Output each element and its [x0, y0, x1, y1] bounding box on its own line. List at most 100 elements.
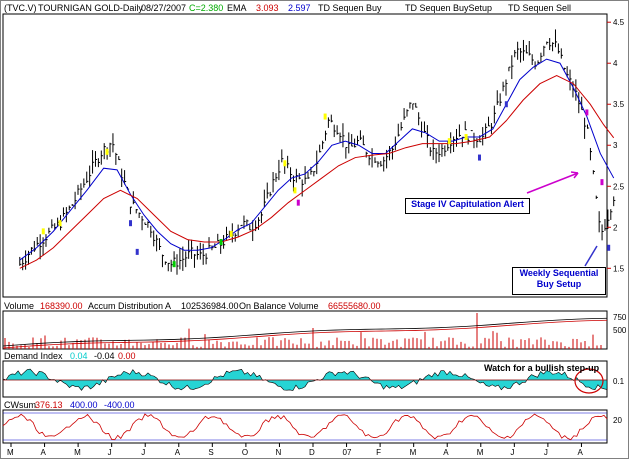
ad-line: [2, 319, 608, 349]
x-tick-label-0: M: [7, 448, 14, 457]
volume-value: 168390.00: [40, 301, 83, 311]
x-tick-label-4: J: [141, 448, 145, 457]
x-tick-label-13: A: [443, 448, 449, 457]
ema_slow-line: [19, 74, 615, 269]
td-marker: [607, 244, 611, 251]
td-marker: [464, 134, 468, 141]
demand-v2: -0.04: [94, 351, 115, 361]
cwsum-tick: 20: [613, 416, 622, 425]
x-tick-label-5: A: [175, 448, 181, 457]
td-marker: [296, 199, 300, 206]
td-marker: [229, 230, 233, 237]
volume-tick-750: 750: [613, 313, 627, 322]
td-marker: [219, 239, 223, 246]
x-tick-label-12: M: [410, 448, 417, 457]
y-tick-label-2: 2.5: [613, 182, 625, 191]
y-tick-label-1: 2: [613, 223, 618, 232]
x-tick-label-1: A: [41, 448, 47, 457]
change-text: C=2.380: [189, 3, 223, 13]
capitulation-arrow: [526, 172, 579, 194]
cwsum-v2: 400.00: [70, 400, 98, 410]
x-tick-label-8: N: [275, 448, 281, 457]
td-marker: [129, 220, 133, 227]
weekly-setup-line1: Weekly Sequential: [519, 268, 599, 278]
symbol-text: (TVC.V): [4, 3, 37, 13]
demand-label: Demand Index: [4, 351, 63, 361]
demand-tick: 0.1: [613, 377, 625, 386]
x-tick-label-15: J: [510, 448, 514, 457]
td-marker: [41, 228, 45, 235]
x-tick-label-3: J: [108, 448, 112, 457]
ad-label: Accum Distribution A: [88, 301, 171, 311]
cwsum-v1: 376.13: [35, 400, 63, 410]
weekly-setup-callout: Weekly Sequential Buy Setup: [512, 267, 606, 295]
price-lines: [19, 58, 615, 269]
td-marker: [105, 148, 109, 155]
obv-value: 66555680.00: [328, 301, 381, 311]
x-tick-label-2: M: [74, 448, 81, 457]
td-marker: [293, 187, 297, 194]
x-tick-label-7: O: [242, 448, 248, 457]
demand-v1: 0.04: [70, 351, 88, 361]
price-y-axis: 1.5 2 2.5 3 3.5 4 4.5: [607, 18, 625, 273]
x-tick-label-11: F: [376, 448, 381, 457]
td-markers: [41, 101, 611, 268]
td-buy-label: TD Sequen Buy: [318, 3, 382, 13]
y-tick-label-6: 4.5: [613, 18, 625, 27]
demand-v3: 0.00: [118, 351, 136, 361]
obv-label: On Balance Volume: [239, 301, 319, 311]
weekly-setup-arrow: [584, 245, 598, 267]
price-panel: [2, 13, 608, 298]
capitulation-arrow-head2: [573, 172, 579, 179]
cwsum-panel: [2, 409, 608, 444]
cwsum-line: [2, 413, 608, 441]
td-marker: [447, 138, 451, 145]
x-tick-label-6: S: [208, 448, 213, 457]
price-header: (TVC.V) TOURNIGAN GOLD-Daily 08/27/2007 …: [4, 3, 571, 13]
td-marker: [283, 160, 287, 167]
cwsum-polyline: [2, 413, 608, 441]
weekly-setup-line2: Buy Setup: [536, 279, 582, 289]
cwsum-header: CWsum 376.13 400.00 -400.00: [4, 400, 135, 410]
capitulation-text: Stage IV Capitulation Alert: [411, 199, 524, 209]
td-marker: [323, 113, 327, 120]
td-sell-label: TD Sequen Sell: [508, 3, 571, 13]
x-axis: M A M J J A S O N D 07 F M A M J J A: [7, 443, 583, 457]
cwsum-v3: -400.00: [104, 400, 135, 410]
td-marker: [135, 248, 139, 255]
volume-lines: [2, 317, 608, 349]
td-marker: [477, 154, 481, 161]
y-tick-label-5: 4: [613, 59, 618, 68]
td-marker: [600, 179, 604, 186]
date-text: 08/27/2007: [141, 3, 186, 13]
y-tick-label-3: 3: [613, 141, 618, 150]
x-tick-label-10: 07: [343, 448, 352, 457]
capitulation-callout: Stage IV Capitulation Alert: [405, 198, 530, 214]
td-buysetup-label: TD Sequen BuySetup: [405, 3, 492, 13]
step-up-note: Watch for a bullish step-up: [484, 363, 600, 373]
x-tick-label-16: J: [544, 448, 548, 457]
x-tick-label-14: M: [477, 448, 484, 457]
ad-value: 102536984.00: [181, 301, 239, 311]
x-tick-label-17: A: [577, 448, 583, 457]
step-up-circle: [574, 368, 604, 394]
ema2-value: 2.597: [288, 3, 311, 13]
y-tick-label-0: 1.5: [613, 264, 625, 273]
x-tick-label-9: D: [309, 448, 315, 457]
volume-tick-500: 500: [613, 326, 627, 335]
y-tick-label-4: 3.5: [613, 100, 625, 109]
cwsum-label: CWsum: [4, 400, 36, 410]
demand-header: Demand Index 0.04 -0.04 0.00: [4, 351, 136, 361]
name-text: TOURNIGAN GOLD-Daily: [38, 3, 143, 13]
capitulation-arrow-head: [570, 171, 579, 174]
td-marker: [172, 261, 176, 268]
td-marker: [58, 220, 62, 227]
ema_fast-line: [19, 58, 615, 261]
price-bars: [19, 29, 616, 275]
ema1-value: 3.093: [256, 3, 279, 13]
obv-line: [2, 317, 608, 347]
td-marker: [504, 101, 508, 108]
td-marker: [585, 109, 589, 116]
